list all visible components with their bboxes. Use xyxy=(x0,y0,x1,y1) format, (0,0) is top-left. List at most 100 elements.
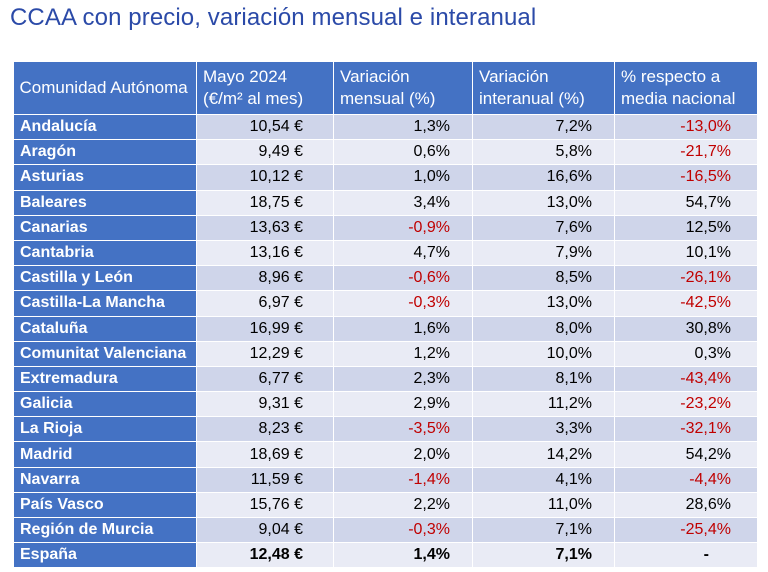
cell-precio: 6,97 € xyxy=(196,290,334,317)
cell-variacion-interanual: 5,8% xyxy=(472,139,615,166)
table-row: España 12,48 €1,4% 7,1% - xyxy=(13,542,758,569)
cell-variacion-interanual: 11,0% xyxy=(472,491,615,519)
cell-respecto-media: -32,1% xyxy=(614,416,758,443)
cell-respecto-media: 10,1% xyxy=(614,239,758,267)
cell-precio: 12,29 € xyxy=(196,340,334,367)
cell-respecto-media: 54,7% xyxy=(614,189,758,216)
table-row: País Vasco 15,76 €2,2% 11,0% 28,6% xyxy=(13,491,758,519)
row-name: Extremadura xyxy=(13,365,197,393)
row-name: Castilla y León xyxy=(13,265,197,292)
cell-respecto-media: 12,5% xyxy=(614,214,758,241)
cell-precio: 10,12 € xyxy=(196,164,334,191)
header-variacion-interanual: Variación interanual (%) xyxy=(472,62,615,115)
table-row: Baleares 18,75 €3,4% 13,0% 54,7% xyxy=(13,189,758,216)
cell-precio: 13,16 € xyxy=(196,239,334,267)
cell-precio: 12,48 € xyxy=(196,542,334,569)
table-row: Andalucía 10,54 €1,3% 7,2% -13,0% xyxy=(13,113,758,141)
cell-respecto-media: 54,2% xyxy=(614,441,758,468)
cell-variacion-interanual: 16,6% xyxy=(472,164,615,191)
cell-respecto-media: -21,7% xyxy=(614,139,758,166)
cell-respecto-media: -43,4% xyxy=(614,365,758,393)
table-row: Asturias 10,12 €1,0% 16,6% -16,5% xyxy=(13,164,758,191)
cell-variacion-mensual: -0,9% xyxy=(333,214,473,241)
cell-variacion-interanual: 7,1% xyxy=(472,542,615,569)
row-name: Castilla-La Mancha xyxy=(13,290,197,317)
row-name: La Rioja xyxy=(13,416,197,443)
cell-variacion-interanual: 8,0% xyxy=(472,315,615,342)
cell-precio: 9,49 € xyxy=(196,139,334,166)
row-name: Madrid xyxy=(13,441,197,468)
table-row: Castilla y León 8,96 € -0,6% 8,5% -26,1% xyxy=(13,265,758,292)
cell-variacion-mensual: 2,2% xyxy=(333,491,473,519)
cell-variacion-mensual: 1,3% xyxy=(333,113,473,141)
cell-variacion-mensual: -1,4% xyxy=(333,466,473,493)
page-title: CCAA con precio, variación mensual e int… xyxy=(10,4,537,31)
cell-respecto-media: 28,6% xyxy=(614,491,758,519)
row-name: España xyxy=(13,542,197,569)
cell-respecto-media: -4,4% xyxy=(614,466,758,493)
cell-variacion-interanual: 7,2% xyxy=(472,113,615,141)
cell-respecto-media: -42,5% xyxy=(614,290,758,317)
cell-variacion-interanual: 7,1% xyxy=(472,516,615,544)
cell-precio: 15,76 € xyxy=(196,491,334,519)
header-precio: Mayo 2024 (€/m² al mes) xyxy=(196,62,334,115)
cell-precio: 18,75 € xyxy=(196,189,334,216)
cell-variacion-mensual: -3,5% xyxy=(333,416,473,443)
cell-respecto-media: -23,2% xyxy=(614,391,758,418)
table-row: Región de Murcia 9,04 € -0,3% 7,1% -25,4% xyxy=(13,516,758,544)
cell-variacion-mensual: 0,6% xyxy=(333,139,473,166)
cell-variacion-mensual: 2,3% xyxy=(333,365,473,393)
cell-respecto-media: -13,0% xyxy=(614,113,758,141)
cell-variacion-interanual: 3,3% xyxy=(472,416,615,443)
cell-respecto-media: - xyxy=(614,542,758,569)
row-name: Región de Murcia xyxy=(13,516,197,544)
row-name: Comunitat Valenciana xyxy=(13,340,197,367)
cell-variacion-mensual: 3,4% xyxy=(333,189,473,216)
row-name: Asturias xyxy=(13,164,197,191)
cell-variacion-mensual: -0,3% xyxy=(333,516,473,544)
table-row: Madrid 18,69 €2,0% 14,2% 54,2% xyxy=(13,441,758,468)
cell-precio: 13,63 € xyxy=(196,214,334,241)
cell-variacion-interanual: 7,6% xyxy=(472,214,615,241)
cell-variacion-interanual: 13,0% xyxy=(472,290,615,317)
cell-variacion-mensual: 4,7% xyxy=(333,239,473,267)
cell-variacion-interanual: 4,1% xyxy=(472,466,615,493)
table-row: Cantabria 13,16 €4,7% 7,9% 10,1% xyxy=(13,239,758,267)
cell-precio: 9,31 € xyxy=(196,391,334,418)
cell-variacion-mensual: 1,2% xyxy=(333,340,473,367)
row-name: Andalucía xyxy=(13,113,197,141)
cell-variacion-interanual: 8,1% xyxy=(472,365,615,393)
cell-variacion-mensual: -0,3% xyxy=(333,290,473,317)
row-name: Aragón xyxy=(13,139,197,166)
cell-respecto-media: 30,8% xyxy=(614,315,758,342)
cell-precio: 6,77 € xyxy=(196,365,334,393)
cell-precio: 8,23 € xyxy=(196,416,334,443)
table-row: Galicia 9,31 €2,9% 11,2% -23,2% xyxy=(13,391,758,418)
table-row: Canarias 13,63 € -0,9% 7,6% 12,5% xyxy=(13,214,758,241)
header-row: Comunidad Autónoma Mayo 2024 (€/m² al mes… xyxy=(13,62,758,115)
cell-variacion-interanual: 8,5% xyxy=(472,265,615,292)
cell-precio: 8,96 € xyxy=(196,265,334,292)
header-variacion-mensual: Variación mensual (%) xyxy=(333,62,473,115)
row-name: Navarra xyxy=(13,466,197,493)
header-comunidad: Comunidad Autónoma xyxy=(13,62,197,115)
cell-variacion-interanual: 11,2% xyxy=(472,391,615,418)
cell-precio: 16,99 € xyxy=(196,315,334,342)
cell-variacion-interanual: 7,9% xyxy=(472,239,615,267)
row-name: Canarias xyxy=(13,214,197,241)
cell-precio: 9,04 € xyxy=(196,516,334,544)
row-name: País Vasco xyxy=(13,491,197,519)
table-row: La Rioja 8,23 € -3,5% 3,3% -32,1% xyxy=(13,416,758,443)
table-row: Cataluña 16,99 €1,6% 8,0% 30,8% xyxy=(13,315,758,342)
table-row: Castilla-La Mancha 6,97 € -0,3% 13,0% -42,5% xyxy=(13,290,758,317)
cell-respecto-media: -26,1% xyxy=(614,265,758,292)
table-row: Extremadura 6,77 €2,3% 8,1% -43,4% xyxy=(13,365,758,393)
cell-variacion-mensual: 2,9% xyxy=(333,391,473,418)
table-row: Aragón 9,49 €0,6% 5,8% -21,7% xyxy=(13,139,758,166)
cell-respecto-media: -25,4% xyxy=(614,516,758,544)
cell-respecto-media: -16,5% xyxy=(614,164,758,191)
cell-variacion-interanual: 14,2% xyxy=(472,441,615,468)
table-row: Comunitat Valenciana 12,29 €1,2% 10,0% 0,3% xyxy=(13,340,758,367)
row-name: Baleares xyxy=(13,189,197,216)
cell-variacion-mensual: 1,4% xyxy=(333,542,473,569)
